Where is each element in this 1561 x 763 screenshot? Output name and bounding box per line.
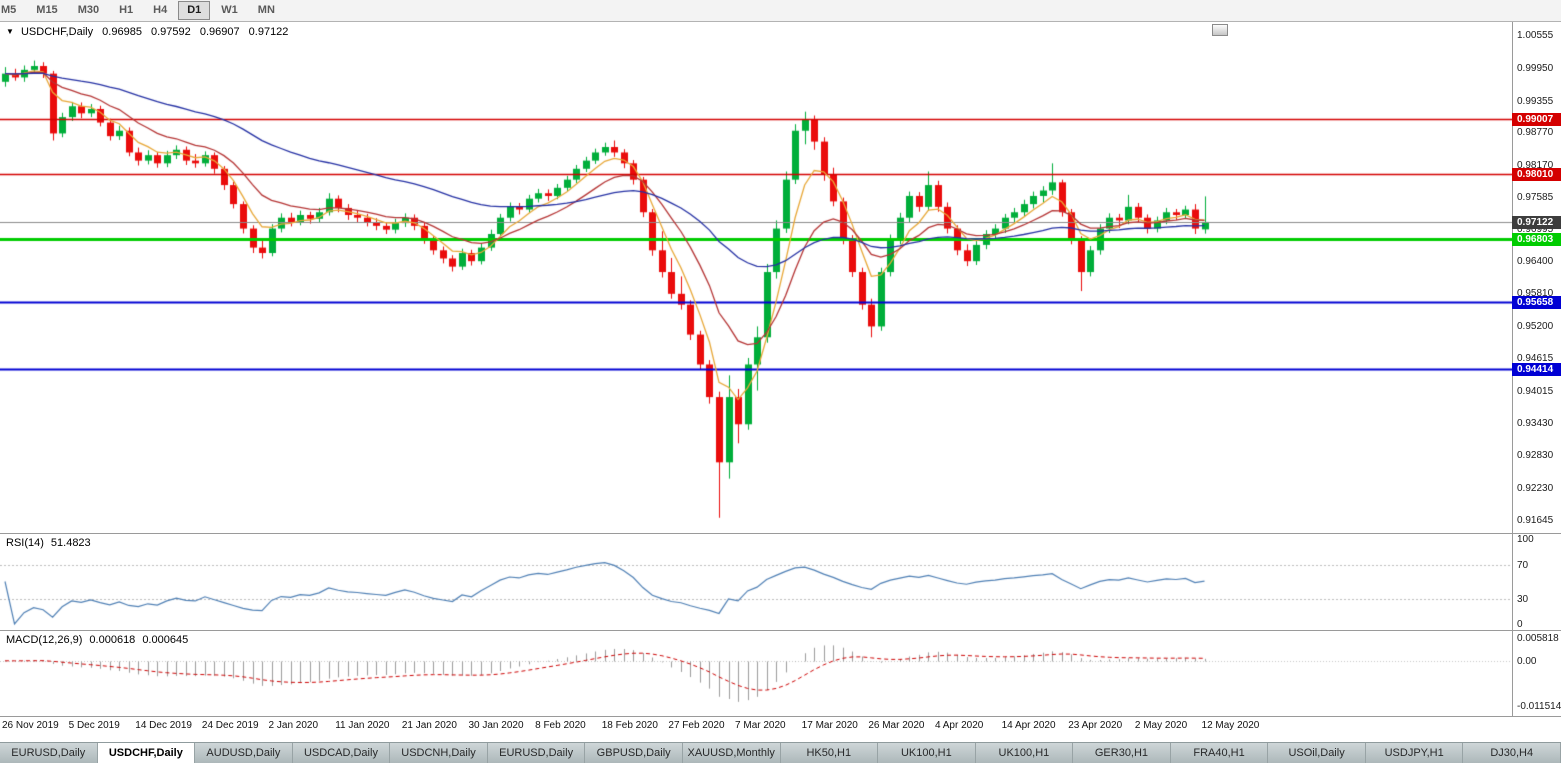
x-axis-label: 14 Apr 2020 — [1001, 720, 1056, 731]
x-axis-label: 24 Dec 2019 — [201, 720, 259, 731]
y-axis-label: 0.96995 — [1517, 223, 1554, 235]
timeframe-button-d1[interactable]: D1 — [178, 1, 211, 20]
y-axis-label: 0.97585 — [1517, 191, 1554, 203]
y-axis-label: 0.99950 — [1517, 63, 1554, 75]
y-axis-label: 0.99355 — [1517, 95, 1554, 107]
chart-tab-eurusd-daily[interactable]: EURUSD,Daily — [0, 743, 98, 763]
chart-tab-gbpusd-daily[interactable]: GBPUSD,Daily — [585, 743, 683, 763]
y-axis-label: 0.98170 — [1517, 159, 1554, 171]
y-axis-label: 0.92230 — [1517, 482, 1554, 494]
ohlc-close-value: 0.97122 — [248, 26, 289, 38]
rsi-value: 51.4823 — [50, 537, 91, 549]
chart-tab-dj30-h4[interactable]: DJ30,H4 — [1463, 743, 1561, 763]
chart-symbol-label: USDCHF,Daily — [20, 26, 94, 38]
chart-tab-xauusd-monthly[interactable]: XAUUSD,Monthly — [683, 743, 781, 763]
chart-tab-uk100-h1[interactable]: UK100,H1 — [976, 743, 1074, 763]
rsi-axis-label: 70 — [1517, 559, 1529, 571]
chart-tab-ger30-h1[interactable]: GER30,H1 — [1073, 743, 1171, 763]
chart-tab-bar: EURUSD,Daily USDCHF,Daily AUDUSD,Daily USDC… — [0, 742, 1561, 763]
price-level-badge-0.99007: 0.99007 — [1512, 113, 1561, 127]
y-axis-label: 0.96400 — [1517, 256, 1554, 268]
chart-tab-usdcad-daily[interactable]: USDCAD,Daily — [293, 743, 391, 763]
chart-tab-eurusd-daily[interactable]: EURUSD,Daily — [488, 743, 586, 763]
x-axis-label: 7 Mar 2020 — [735, 720, 786, 731]
x-axis-label: 2 Jan 2020 — [268, 720, 319, 731]
chart-tab-usdjpy-h1[interactable]: USDJPY,H1 — [1366, 743, 1464, 763]
macd-header: MACD(12,26,9) 0.000618 0.000645 — [6, 634, 195, 646]
y-axis-label: 0.95810 — [1517, 288, 1554, 300]
rsi-axis-label: 0 — [1517, 619, 1523, 630]
rsi-header: RSI(14) 51.4823 — [6, 537, 98, 549]
chart-tab-usdcnh-daily[interactable]: USDCNH,Daily — [390, 743, 488, 763]
ohlc-high-value: 0.97592 — [151, 26, 191, 38]
chart-shift-marker[interactable] — [1212, 24, 1228, 36]
chart-tab-hk50-h1[interactable]: HK50,H1 — [781, 743, 879, 763]
x-axis-label: 8 Feb 2020 — [535, 720, 586, 731]
x-axis-label: 26 Mar 2020 — [868, 720, 925, 731]
rsi-axis-label: 100 — [1517, 534, 1534, 545]
rsi-panel-separator — [0, 533, 1561, 534]
x-axis-label: 23 Apr 2020 — [1068, 720, 1123, 731]
y-axis-label: 0.92830 — [1517, 450, 1554, 462]
timeframe-button-h1[interactable]: H1 — [119, 4, 134, 16]
chart-tab-usoil-daily[interactable]: USOil,Daily — [1268, 743, 1366, 763]
price-level-badge-0.98010: 0.98010 — [1512, 167, 1561, 181]
y-axis-label: 0.94615 — [1517, 353, 1554, 365]
x-axis-label: 17 Mar 2020 — [801, 720, 858, 731]
rsi-label: RSI(14) — [6, 537, 44, 549]
x-axis-label: 27 Feb 2020 — [668, 720, 725, 731]
timeframe-button-h4[interactable]: H4 — [153, 4, 168, 16]
price-chart-canvas[interactable] — [0, 22, 1512, 533]
current-price-badge: 0.97122 — [1512, 215, 1561, 229]
x-axis-label: 4 Apr 2020 — [934, 720, 984, 731]
chart-tab-uk100-h1[interactable]: UK100,H1 — [878, 743, 976, 763]
symbol-dropdown-icon[interactable]: ▼ — [6, 27, 14, 36]
y-axis-label: 0.94015 — [1517, 385, 1554, 397]
x-axis-label: 21 Jan 2020 — [401, 720, 457, 731]
x-axis-label: 30 Jan 2020 — [468, 720, 524, 731]
macd-main-value: 0.000618 — [89, 634, 136, 646]
chart-tab-usdchf-daily[interactable]: USDCHF,Daily — [97, 743, 196, 763]
price-level-badge-0.95658: 0.95658 — [1512, 295, 1561, 309]
macd-axis-label: 0.005818 — [1517, 632, 1559, 644]
y-axis-label: 0.93430 — [1517, 417, 1554, 429]
macd-axis-label: -0.011514 — [1517, 701, 1561, 713]
timeframe-button-w1[interactable]: W1 — [221, 4, 238, 16]
x-axis-label: 5 Dec 2019 — [68, 720, 120, 731]
rsi-axis-label: 30 — [1517, 593, 1529, 605]
ohlc-open-value: 0.96985 — [102, 26, 142, 38]
price-level-badge-0.94414: 0.94414 — [1512, 363, 1561, 377]
timeframe-button-m5[interactable]: M5 — [1, 4, 17, 16]
y-axis-label: 0.98770 — [1517, 127, 1554, 139]
chart-tab-fra40-h1[interactable]: FRA40,H1 — [1171, 743, 1269, 763]
x-axis-label: 12 May 2020 — [1201, 720, 1260, 731]
macd-indicator-canvas[interactable] — [0, 630, 1512, 716]
price-level-badge-0.96803: 0.96803 — [1512, 233, 1561, 247]
timeframe-toolbar: M5 M15 M30 H1 H4 D1 W1 MN — [0, 0, 1561, 22]
y-axis-label: 1.00555 — [1517, 30, 1554, 42]
timeframe-button-m30[interactable]: M30 — [77, 4, 100, 16]
rsi-indicator-canvas[interactable] — [0, 533, 1512, 630]
macd-axis-label: 0.00 — [1517, 655, 1537, 667]
ohlc-low-value: 0.96907 — [199, 26, 240, 38]
x-axis-label: 26 Nov 2019 — [2, 720, 59, 731]
date-axis-separator — [0, 716, 1561, 717]
timeframe-button-mn[interactable]: MN — [257, 4, 275, 16]
x-axis-label: 2 May 2020 — [1134, 720, 1188, 731]
y-axis-label: 0.91645 — [1517, 514, 1554, 526]
macd-panel-separator — [0, 630, 1561, 631]
x-axis-label: 14 Dec 2019 — [135, 720, 192, 731]
macd-label: MACD(12,26,9) — [6, 634, 83, 646]
chart-tab-audusd-daily[interactable]: AUDUSD,Daily — [195, 743, 293, 763]
x-axis-label: 18 Feb 2020 — [601, 720, 658, 731]
chart-title: ▼ USDCHF,Daily 0.96985 0.97592 0.96907 0… — [6, 26, 294, 38]
timeframe-button-m15[interactable]: M15 — [36, 4, 58, 16]
y-axis-label: 0.95200 — [1517, 321, 1554, 333]
macd-signal-value: 0.000645 — [142, 634, 189, 646]
x-axis-label: 11 Jan 2020 — [335, 720, 390, 731]
